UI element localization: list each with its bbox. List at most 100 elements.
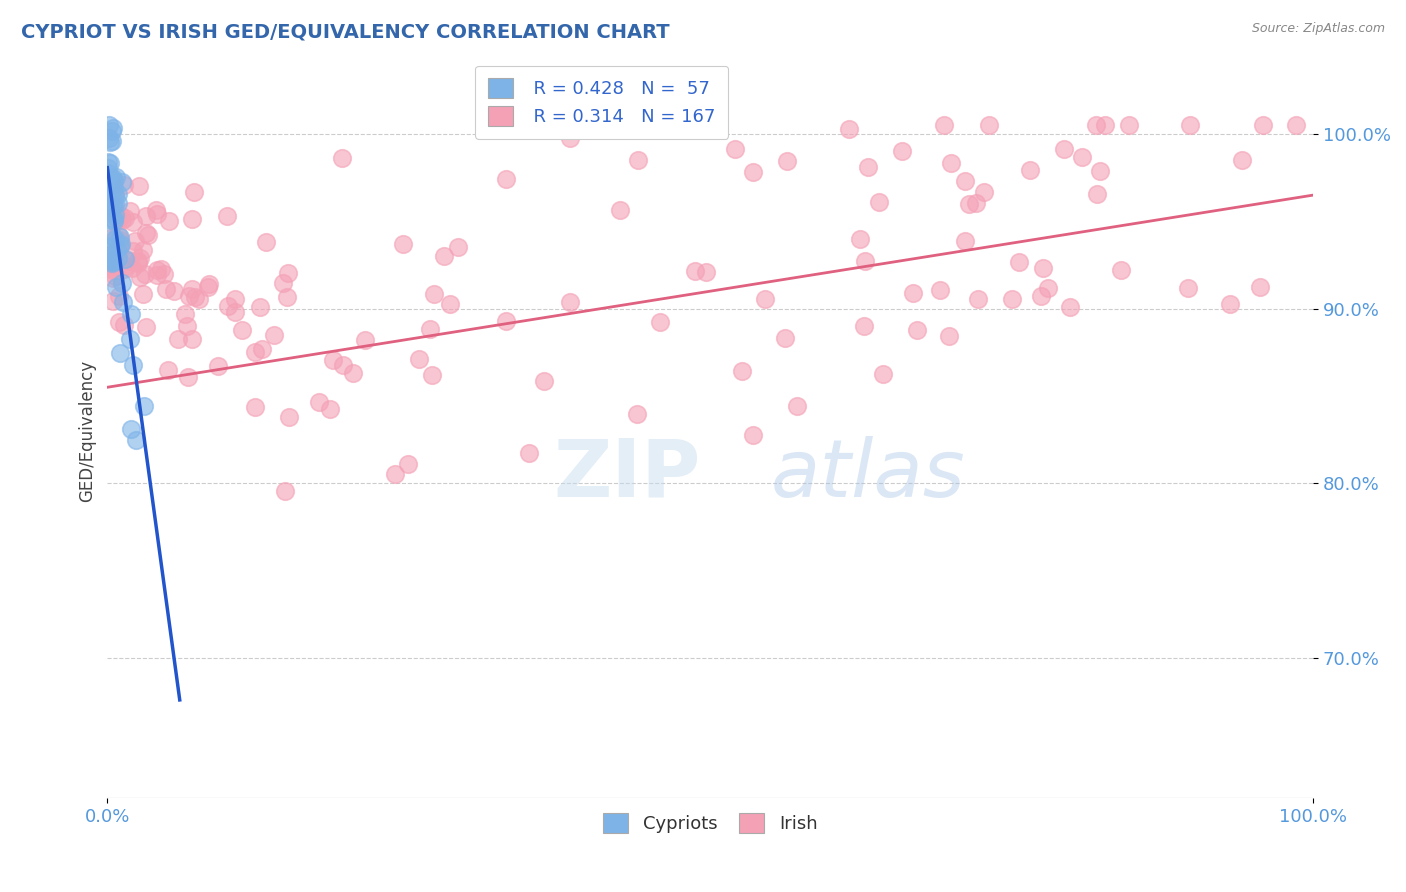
- Point: [1219, 297, 1241, 311]
- Point: [107, 252, 129, 266]
- Point: [107, 186, 129, 201]
- Point: [627, 153, 650, 168]
- Point: [97, 118, 120, 132]
- Point: [145, 203, 167, 218]
- Point: [180, 282, 202, 296]
- Point: [112, 318, 135, 332]
- Point: [125, 433, 148, 447]
- Point: [110, 237, 132, 252]
- Point: [1180, 118, 1202, 132]
- Point: [433, 249, 456, 263]
- Point: [122, 358, 145, 372]
- Point: [342, 366, 364, 380]
- Point: [853, 253, 876, 268]
- Point: [121, 260, 143, 275]
- Point: [776, 153, 799, 168]
- Point: [110, 233, 132, 247]
- Point: [741, 428, 763, 442]
- Point: [872, 367, 894, 381]
- Point: [1059, 300, 1081, 314]
- Point: [184, 290, 207, 304]
- Point: [1008, 255, 1031, 269]
- Point: [609, 202, 631, 217]
- Point: [322, 352, 344, 367]
- Point: [98, 241, 121, 255]
- Point: [132, 243, 155, 257]
- Point: [1109, 262, 1132, 277]
- Point: [111, 175, 134, 189]
- Point: [103, 196, 125, 211]
- Point: [101, 171, 124, 186]
- Point: [162, 284, 184, 298]
- Point: [97, 155, 120, 169]
- Point: [392, 236, 415, 251]
- Point: [901, 285, 924, 300]
- Text: Source: ZipAtlas.com: Source: ZipAtlas.com: [1251, 22, 1385, 36]
- Point: [685, 264, 707, 278]
- Point: [128, 178, 150, 193]
- Point: [1052, 142, 1074, 156]
- Point: [215, 210, 238, 224]
- Point: [98, 131, 121, 145]
- Point: [108, 244, 131, 258]
- Point: [100, 255, 122, 269]
- Point: [1251, 118, 1274, 132]
- Point: [101, 195, 124, 210]
- Point: [101, 134, 124, 148]
- Point: [121, 244, 143, 259]
- Point: [626, 407, 648, 421]
- Point: [100, 135, 122, 149]
- Point: [1177, 280, 1199, 294]
- Point: [103, 248, 125, 262]
- Point: [122, 215, 145, 229]
- Point: [1088, 163, 1111, 178]
- Point: [103, 245, 125, 260]
- Point: [120, 422, 142, 436]
- Point: [1230, 153, 1253, 167]
- Point: [146, 207, 169, 221]
- Point: [938, 329, 960, 343]
- Point: [167, 332, 190, 346]
- Point: [965, 195, 987, 210]
- Point: [128, 251, 150, 265]
- Point: [98, 200, 121, 214]
- Point: [207, 359, 229, 374]
- Point: [150, 262, 173, 277]
- Point: [188, 292, 211, 306]
- Point: [447, 240, 470, 254]
- Point: [135, 226, 157, 240]
- Point: [104, 208, 127, 222]
- Point: [1071, 150, 1094, 164]
- Point: [136, 228, 159, 243]
- Point: [1085, 187, 1108, 202]
- Point: [127, 256, 149, 270]
- Point: [852, 319, 875, 334]
- Point: [135, 319, 157, 334]
- Point: [277, 267, 299, 281]
- Point: [423, 286, 446, 301]
- Point: [177, 289, 200, 303]
- Point: [112, 295, 135, 310]
- Point: [1118, 118, 1140, 132]
- Point: [183, 186, 205, 200]
- Point: [103, 253, 125, 268]
- Point: [104, 269, 127, 284]
- Point: [146, 263, 169, 277]
- Point: [276, 290, 298, 304]
- Point: [97, 195, 120, 210]
- Point: [1036, 281, 1059, 295]
- Point: [157, 363, 180, 377]
- Point: [967, 293, 990, 307]
- Point: [420, 368, 443, 383]
- Point: [648, 315, 671, 329]
- Point: [273, 276, 295, 290]
- Point: [332, 359, 354, 373]
- Point: [104, 208, 127, 222]
- Point: [929, 283, 952, 297]
- Point: [695, 265, 717, 279]
- Point: [973, 185, 995, 199]
- Point: [100, 211, 122, 225]
- Point: [849, 232, 872, 246]
- Point: [103, 270, 125, 285]
- Point: [112, 262, 135, 277]
